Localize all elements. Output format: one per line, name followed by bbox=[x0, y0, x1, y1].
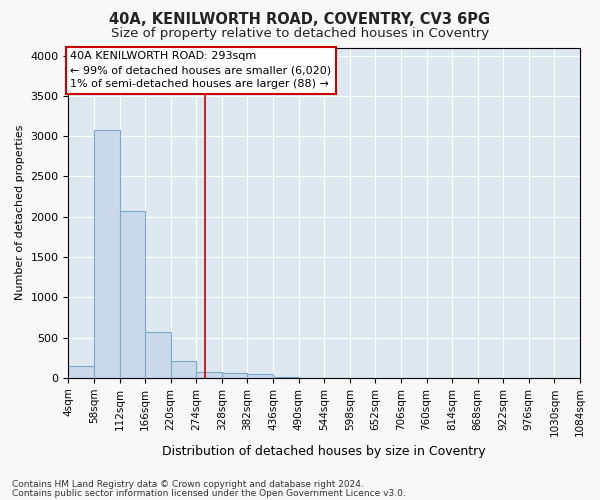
Bar bbox=[94, 130, 119, 378]
Text: 40A KENILWORTH ROAD: 293sqm
← 99% of detached houses are smaller (6,020)
1% of s: 40A KENILWORTH ROAD: 293sqm ← 99% of det… bbox=[70, 51, 331, 89]
Bar bbox=[196, 372, 222, 378]
Bar bbox=[273, 377, 299, 378]
Y-axis label: Number of detached properties: Number of detached properties bbox=[15, 125, 25, 300]
Text: Size of property relative to detached houses in Coventry: Size of property relative to detached ho… bbox=[111, 28, 489, 40]
Bar bbox=[145, 332, 171, 378]
Text: 40A, KENILWORTH ROAD, COVENTRY, CV3 6PG: 40A, KENILWORTH ROAD, COVENTRY, CV3 6PG bbox=[109, 12, 491, 28]
Text: Contains public sector information licensed under the Open Government Licence v3: Contains public sector information licen… bbox=[12, 489, 406, 498]
Bar bbox=[68, 366, 94, 378]
Bar bbox=[222, 374, 247, 378]
Bar bbox=[171, 362, 196, 378]
X-axis label: Distribution of detached houses by size in Coventry: Distribution of detached houses by size … bbox=[163, 444, 486, 458]
Text: Contains HM Land Registry data © Crown copyright and database right 2024.: Contains HM Land Registry data © Crown c… bbox=[12, 480, 364, 489]
Bar bbox=[247, 374, 273, 378]
Bar bbox=[119, 211, 145, 378]
